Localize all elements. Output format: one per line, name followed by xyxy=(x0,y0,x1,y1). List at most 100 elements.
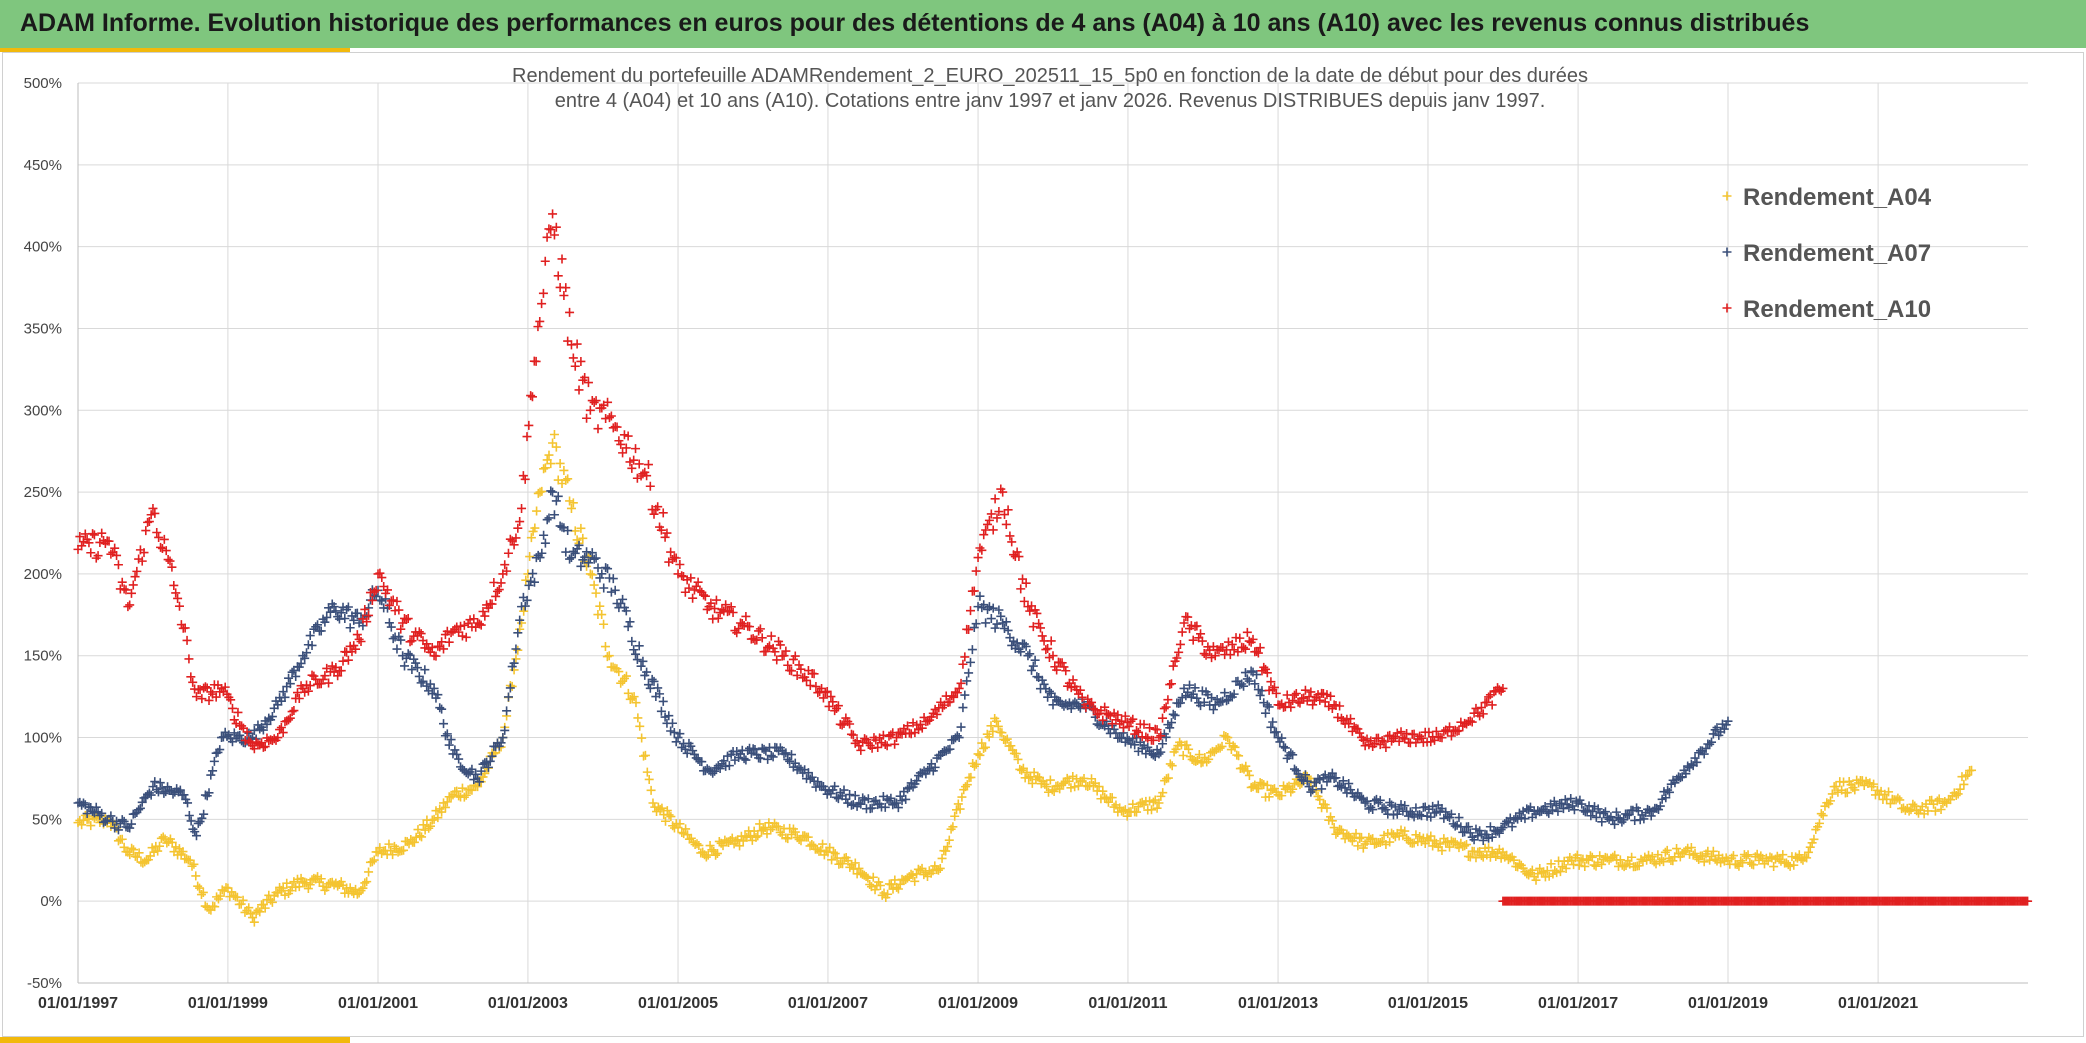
rendement-a04-point xyxy=(1831,782,1841,792)
rendement-a07-point xyxy=(1039,679,1049,689)
rendement-a10-point xyxy=(401,615,411,625)
rendement-a04-point xyxy=(129,845,139,855)
rendement-a10-point xyxy=(956,678,966,688)
rendement-a04-point xyxy=(662,806,672,816)
rendement-a07-point xyxy=(1392,809,1402,819)
rendement-a10-point xyxy=(721,600,731,610)
rendement-a04-point xyxy=(540,463,550,473)
rendement-a07-point xyxy=(1498,823,1508,833)
rendement-a07-point xyxy=(601,563,611,573)
rendement-a04-point xyxy=(1555,867,1565,877)
rendement-a10-point xyxy=(1172,653,1182,663)
rendement-a10-point xyxy=(629,455,639,465)
rendement-a07-point xyxy=(1205,700,1215,710)
rendement-a10-point xyxy=(1196,629,1206,639)
rendement-a10-point xyxy=(945,697,955,707)
rendement-a10-point xyxy=(1098,715,1108,725)
rendement-a07-point xyxy=(1250,679,1260,689)
rendement-a10-point xyxy=(656,525,666,535)
rendement-a04-point xyxy=(1930,806,1940,816)
rendement-a07-point xyxy=(1394,804,1404,814)
rendement-a07-point xyxy=(1560,795,1570,805)
rendement-a07-point xyxy=(1044,686,1054,696)
rendement-a10-point xyxy=(969,586,979,596)
rendement-a07-point xyxy=(95,810,105,820)
rendement-a04-point xyxy=(1961,771,1971,781)
rendement-a10-point xyxy=(1145,723,1155,733)
rendement-a07-point xyxy=(880,802,890,812)
rendement-a10-point xyxy=(606,411,616,421)
rendement-a07-point xyxy=(960,690,970,700)
rendement-a07-point xyxy=(629,645,639,655)
rendement-a07-point xyxy=(969,623,979,633)
rendement-a10-point xyxy=(1139,719,1149,729)
rendement-a07-point xyxy=(664,711,674,721)
rendement-a07-point xyxy=(137,797,147,807)
rendement-a10-point xyxy=(289,706,299,716)
rendement-a04-point xyxy=(1329,823,1339,833)
rendement-a07-point xyxy=(396,635,406,645)
rendement-a07-point xyxy=(485,756,495,766)
rendement-a10-point xyxy=(469,614,479,624)
rendement-a04-point xyxy=(625,694,635,704)
rendement-a04-point xyxy=(773,822,783,832)
rendement-a04-point xyxy=(1572,850,1582,860)
rendement-a04-point xyxy=(532,506,542,516)
rendement-a10-point xyxy=(382,585,392,595)
rendement-a04-point xyxy=(633,713,643,723)
rendement-a07-point xyxy=(509,658,519,668)
rendement-a10-point xyxy=(244,736,254,746)
rendement-a10-point xyxy=(1240,644,1250,654)
rendement-a04-point xyxy=(1165,759,1175,769)
rendement-a10-point xyxy=(220,682,230,692)
rendement-a04-point xyxy=(305,880,315,890)
rendement-a04-point xyxy=(1699,857,1709,867)
rendement-a04-point xyxy=(1358,843,1368,853)
rendement-a07-point xyxy=(807,772,817,782)
rendement-a10-point xyxy=(618,448,628,458)
rendement-a07-point xyxy=(529,577,539,587)
rendement-a04-point xyxy=(712,848,722,858)
rendement-a10-point xyxy=(75,532,85,542)
rendement-a07-point xyxy=(638,656,648,666)
rendement-a04-point xyxy=(933,865,943,875)
rendement-a10-point xyxy=(640,467,650,477)
rendement-a04-point xyxy=(1809,834,1819,844)
rendement-a10-point xyxy=(699,590,709,600)
rendement-a10-point xyxy=(527,392,537,402)
rendement-a04-point xyxy=(1402,833,1412,843)
rendement-a07-point xyxy=(340,614,350,624)
rendement-a07-point xyxy=(715,764,725,774)
rendement-a07-point xyxy=(1525,802,1535,812)
rendement-a04-point xyxy=(669,823,679,833)
rendement-a04-point xyxy=(942,842,952,852)
rendement-a10-point xyxy=(487,599,497,609)
rendement-a07-point xyxy=(1025,649,1035,659)
rendement-a04-point xyxy=(316,874,326,884)
rendement-a04-point xyxy=(1908,799,1918,809)
rendement-a07-point xyxy=(513,628,523,638)
rendement-a07-point xyxy=(392,644,402,654)
rendement-a10-point xyxy=(1446,731,1456,741)
rendement-a07-point xyxy=(785,756,795,766)
accent-bar-bottom xyxy=(0,1037,350,1043)
rendement-a07-point xyxy=(498,733,508,743)
rendement-a10-point xyxy=(1174,647,1184,657)
rendement-a04-point xyxy=(1163,773,1173,783)
rendement-a07-point xyxy=(134,805,144,815)
rendement-a07-point xyxy=(159,788,169,798)
rendement-a07-point xyxy=(1255,690,1265,700)
rendement-a04-point xyxy=(1344,831,1354,841)
rendement-a07-point xyxy=(912,776,922,786)
rendement-a07-point xyxy=(563,526,573,536)
rendement-a10-point xyxy=(856,745,866,755)
rendement-a07-point xyxy=(1268,717,1278,727)
rendement-a04-point xyxy=(644,774,654,784)
rendement-a10-point xyxy=(713,613,723,623)
rendement-a10-point xyxy=(717,605,727,615)
rendement-a07-point xyxy=(1542,807,1552,817)
rendement-a04-point xyxy=(966,772,976,782)
rendement-a10-point xyxy=(886,730,896,740)
rendement-a07-point xyxy=(502,706,512,716)
rendement-a04-point xyxy=(1146,805,1156,815)
